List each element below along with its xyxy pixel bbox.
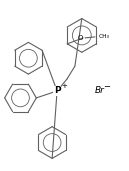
Text: O: O [77,35,83,41]
Text: CH₃: CH₃ [99,34,110,39]
Text: Br: Br [95,87,104,95]
Text: P: P [54,87,60,95]
Text: +: + [61,83,67,89]
Text: −: − [103,82,110,91]
